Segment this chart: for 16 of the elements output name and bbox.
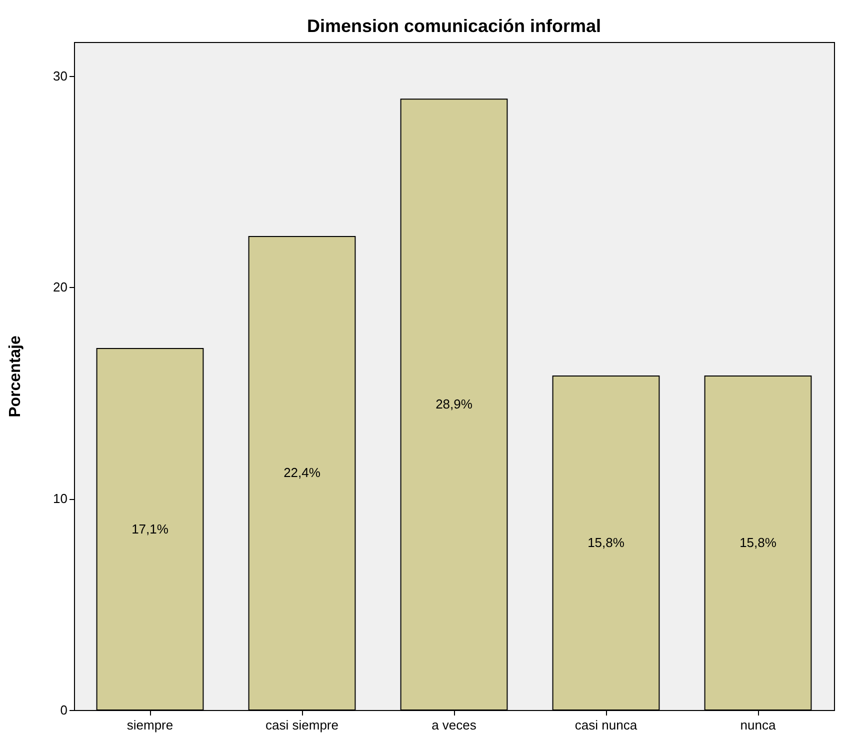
y-tick-label: 0: [60, 702, 68, 718]
data-label: 22,4%: [284, 465, 321, 480]
y-tick-label: 20: [53, 280, 68, 295]
x-tick-label: casi siempre: [266, 718, 338, 732]
x-tick-label: a veces: [432, 718, 477, 732]
x-tick-label: casi nunca: [574, 718, 638, 732]
data-label: 28,9%: [436, 396, 473, 412]
y-tick-label: 30: [53, 68, 68, 84]
x-tick-label: siempre: [126, 718, 174, 732]
y-tick-label: 10: [53, 491, 68, 506]
data-label: 15,8%: [588, 535, 625, 550]
data-label: 17,1%: [132, 521, 169, 536]
chart-title: Dimension comunicación informal: [306, 16, 602, 36]
x-tick-label: nunca: [740, 718, 776, 732]
y-axis-title: Porcentaje: [7, 335, 24, 418]
data-label: 15,8%: [740, 535, 777, 550]
